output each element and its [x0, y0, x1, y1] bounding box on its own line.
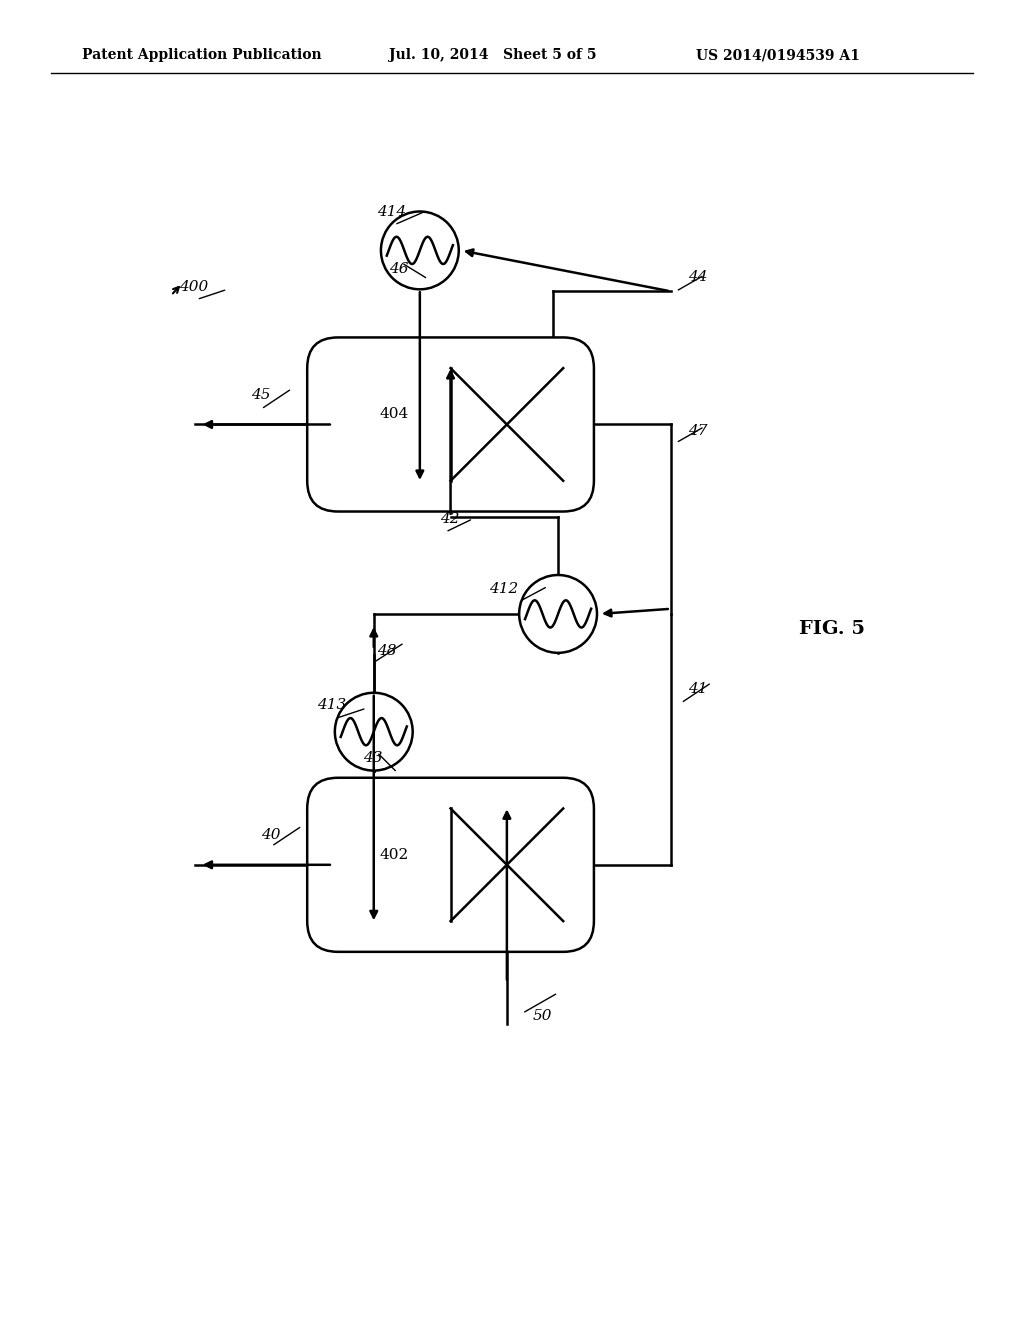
Text: 50: 50 — [532, 1010, 552, 1023]
Text: 45: 45 — [251, 388, 270, 401]
Text: Patent Application Publication: Patent Application Publication — [82, 49, 322, 62]
Text: 47: 47 — [688, 424, 708, 438]
Text: 413: 413 — [317, 698, 347, 713]
Text: 402: 402 — [380, 847, 409, 862]
Text: 404: 404 — [380, 408, 409, 421]
FancyBboxPatch shape — [307, 338, 594, 512]
Circle shape — [381, 211, 459, 289]
Text: Jul. 10, 2014   Sheet 5 of 5: Jul. 10, 2014 Sheet 5 of 5 — [389, 49, 597, 62]
Text: 412: 412 — [489, 582, 519, 597]
Text: 43: 43 — [364, 751, 383, 766]
Text: 400: 400 — [179, 280, 209, 294]
Text: 48: 48 — [377, 644, 396, 657]
Text: 41: 41 — [688, 681, 708, 696]
Circle shape — [335, 693, 413, 771]
Text: 44: 44 — [688, 271, 708, 284]
Text: 414: 414 — [377, 205, 407, 219]
Circle shape — [519, 576, 597, 653]
Text: 40: 40 — [261, 828, 281, 842]
FancyBboxPatch shape — [307, 777, 594, 952]
Text: FIG. 5: FIG. 5 — [799, 620, 864, 639]
Text: US 2014/0194539 A1: US 2014/0194539 A1 — [696, 49, 860, 62]
Text: 46: 46 — [389, 261, 409, 276]
Text: 42: 42 — [440, 512, 460, 525]
